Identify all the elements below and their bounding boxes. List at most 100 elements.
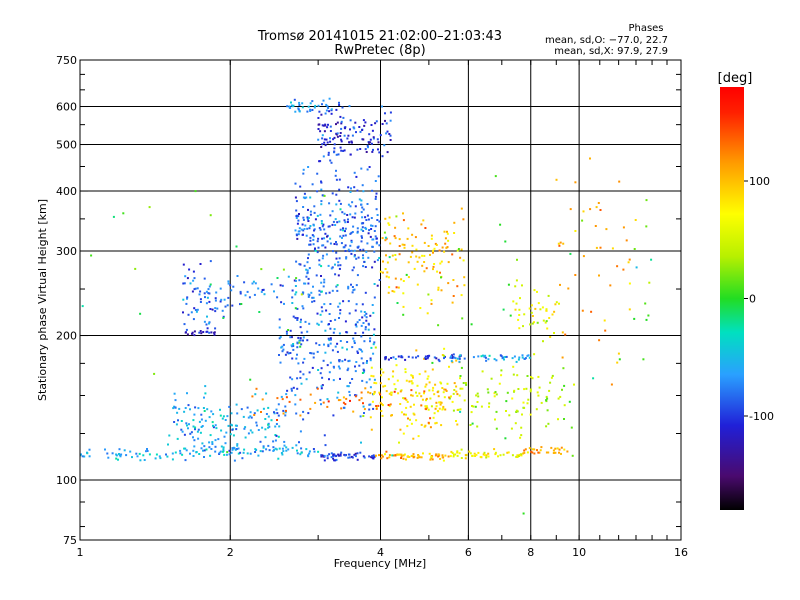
echo-point bbox=[265, 392, 268, 395]
echo-point bbox=[230, 451, 233, 454]
echo-point bbox=[360, 235, 363, 238]
echo-point bbox=[475, 453, 478, 456]
echo-point bbox=[337, 305, 340, 308]
echo-point bbox=[290, 101, 292, 104]
echo-point bbox=[373, 250, 376, 253]
echo-point bbox=[557, 418, 559, 421]
echo-point bbox=[400, 355, 403, 357]
echo-point bbox=[364, 387, 367, 390]
echo-point bbox=[354, 365, 356, 368]
echo-point bbox=[293, 98, 296, 101]
echo-point bbox=[321, 103, 323, 106]
echo-point bbox=[348, 456, 351, 459]
echo-point bbox=[296, 307, 299, 310]
echo-point bbox=[329, 303, 332, 305]
echo-point bbox=[178, 407, 181, 410]
echo-point bbox=[373, 390, 376, 393]
echo-point bbox=[605, 228, 608, 231]
echo-point bbox=[546, 327, 549, 330]
echo-point bbox=[545, 309, 548, 312]
echo-point bbox=[560, 452, 562, 455]
echo-point bbox=[329, 361, 332, 364]
echo-point bbox=[142, 454, 145, 457]
echo-point bbox=[311, 366, 314, 369]
echo-point bbox=[322, 155, 325, 158]
y-tick-label: 600 bbox=[56, 101, 77, 114]
echo-point bbox=[208, 292, 211, 295]
echo-point bbox=[249, 378, 252, 381]
echo-point bbox=[329, 327, 332, 330]
echo-point bbox=[371, 245, 374, 248]
echo-point bbox=[393, 290, 396, 293]
echo-point bbox=[183, 282, 186, 285]
echo-point bbox=[427, 421, 430, 424]
echo-point bbox=[346, 137, 349, 140]
echo-point bbox=[407, 227, 410, 230]
echo-point bbox=[290, 336, 293, 339]
echo-point bbox=[334, 455, 337, 458]
echo-point bbox=[436, 391, 439, 394]
echo-point bbox=[453, 453, 455, 456]
echo-point bbox=[232, 434, 235, 437]
echo-point bbox=[302, 418, 305, 421]
echo-point bbox=[500, 369, 503, 372]
echo-point bbox=[505, 410, 507, 412]
echo-point bbox=[338, 367, 341, 370]
echo-point bbox=[523, 357, 526, 360]
echo-point bbox=[375, 405, 378, 407]
echo-point bbox=[222, 315, 225, 318]
echo-point bbox=[316, 350, 319, 353]
echo-point bbox=[529, 413, 532, 416]
echo-point bbox=[424, 424, 427, 427]
echo-point bbox=[386, 271, 389, 274]
echo-point bbox=[305, 234, 308, 237]
echo-point bbox=[200, 332, 203, 335]
echo-point bbox=[273, 290, 275, 293]
echo-point bbox=[337, 264, 340, 267]
echo-point bbox=[404, 368, 407, 371]
y-tick-label: 500 bbox=[56, 139, 77, 152]
echo-point bbox=[309, 213, 312, 216]
echo-point bbox=[368, 408, 371, 411]
echo-point bbox=[191, 331, 194, 334]
echo-point bbox=[207, 292, 210, 295]
echo-point bbox=[360, 397, 363, 400]
echo-point bbox=[348, 105, 351, 108]
echo-point bbox=[449, 455, 452, 458]
echo-point bbox=[379, 134, 382, 137]
y-axis-label: Stationary phase Virtual Height [km] bbox=[36, 199, 49, 401]
echo-point bbox=[460, 207, 463, 210]
echo-point bbox=[326, 105, 329, 108]
echo-point bbox=[447, 455, 450, 458]
echo-point bbox=[385, 390, 388, 393]
echo-point bbox=[324, 246, 327, 249]
echo-point bbox=[302, 336, 305, 339]
echo-point bbox=[277, 435, 280, 438]
echo-point bbox=[512, 373, 515, 376]
echo-point bbox=[362, 362, 365, 365]
echo-point bbox=[176, 437, 179, 440]
echo-point bbox=[282, 409, 285, 412]
echo-point bbox=[145, 450, 147, 453]
echo-point bbox=[481, 370, 484, 373]
echo-point bbox=[208, 416, 211, 419]
echo-point bbox=[257, 454, 260, 457]
echo-point bbox=[403, 413, 406, 416]
echo-point bbox=[391, 375, 394, 378]
echo-point bbox=[644, 302, 647, 305]
echo-point bbox=[347, 287, 350, 290]
echo-point bbox=[369, 337, 372, 340]
echo-point bbox=[344, 320, 347, 323]
echo-point bbox=[648, 281, 651, 284]
echo-point bbox=[117, 458, 119, 461]
echo-point bbox=[228, 405, 231, 408]
echo-point bbox=[551, 313, 554, 316]
echo-point bbox=[280, 452, 283, 454]
echo-point bbox=[363, 456, 366, 459]
echo-point bbox=[359, 415, 362, 418]
echo-point bbox=[341, 211, 344, 214]
echo-point bbox=[494, 418, 496, 421]
echo-point bbox=[456, 423, 459, 426]
echo-point bbox=[200, 447, 203, 450]
echo-point bbox=[398, 253, 401, 256]
